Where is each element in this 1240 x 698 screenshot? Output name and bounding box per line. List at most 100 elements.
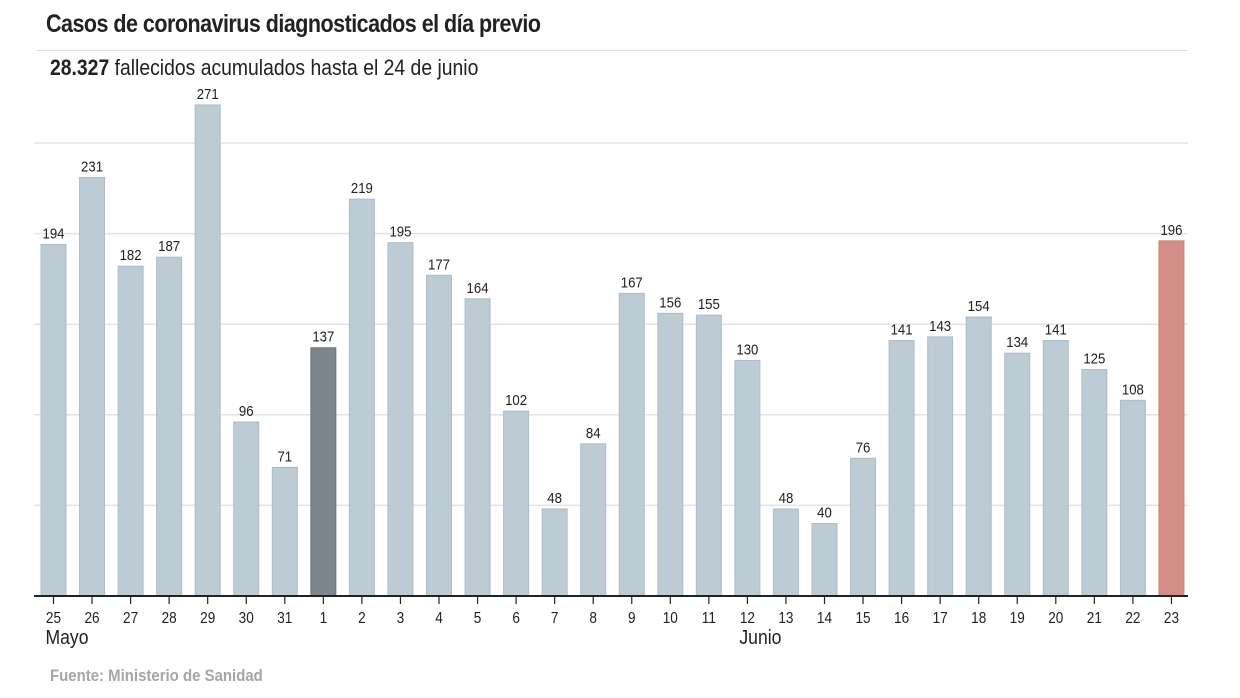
value-label-22: 108: [1122, 381, 1144, 398]
subtitle-text: fallecidos acumulados hasta el 24 de jun…: [109, 55, 479, 80]
bar-4: [426, 274, 452, 597]
value-label-31: 71: [277, 448, 292, 465]
bars: [40, 104, 1185, 597]
tick-label-20: 20: [1048, 610, 1063, 627]
value-label-26: 231: [81, 158, 103, 175]
tick-label-27: 27: [123, 610, 138, 627]
bar-30: [233, 421, 260, 597]
value-label-7: 48: [547, 489, 562, 506]
bar-23: [1158, 240, 1185, 597]
tick-label-10: 10: [663, 610, 678, 627]
bar-5: [464, 298, 491, 597]
bar-15: [850, 457, 877, 597]
bar-11: [695, 314, 722, 597]
tick-label-5: 5: [474, 610, 482, 627]
tick-label-2: 2: [358, 610, 366, 627]
bar-8: [580, 443, 607, 597]
tick-label-6: 6: [512, 610, 520, 627]
value-label-27: 182: [120, 246, 142, 263]
tick-label-29: 29: [200, 610, 215, 627]
tick-label-3: 3: [397, 610, 405, 627]
value-label-17: 143: [929, 317, 951, 334]
value-label-6: 102: [505, 391, 527, 408]
value-label-18: 154: [968, 297, 990, 314]
value-label-2: 219: [351, 179, 373, 196]
tick-label-13: 13: [778, 610, 793, 627]
value-label-12: 130: [736, 341, 758, 358]
tick-label-1: 1: [320, 610, 328, 627]
tick-label-22: 22: [1125, 610, 1140, 627]
value-label-5: 164: [467, 279, 489, 296]
month-labels: Mayo Junio: [46, 626, 782, 648]
value-label-4: 177: [428, 255, 450, 272]
tick-label-23: 23: [1164, 610, 1179, 627]
tick-label-30: 30: [239, 610, 254, 627]
value-label-9: 167: [621, 274, 643, 291]
bar-13: [772, 508, 799, 597]
title-divider: [36, 50, 1188, 51]
bar-6: [503, 410, 530, 597]
bar-26: [79, 176, 106, 597]
tick-label-11: 11: [702, 610, 716, 627]
bar-2: [348, 198, 375, 597]
tick-label-8: 8: [589, 610, 597, 627]
value-label-16: 141: [891, 321, 913, 338]
bar-20: [1042, 340, 1069, 597]
bar-29: [194, 104, 221, 597]
value-label-21: 125: [1083, 350, 1105, 367]
bar-16: [888, 340, 915, 597]
month-label-mayo: Mayo: [46, 626, 89, 648]
tick-label-14: 14: [817, 610, 832, 627]
tick-label-15: 15: [855, 610, 870, 627]
value-label-19: 134: [1006, 333, 1028, 350]
value-label-1: 137: [312, 328, 334, 345]
tick-label-18: 18: [971, 610, 986, 627]
value-label-10: 156: [659, 294, 681, 311]
value-label-30: 96: [239, 402, 254, 419]
bar-14: [811, 523, 838, 597]
tick-label-19: 19: [1010, 610, 1025, 627]
tick-label-31: 31: [277, 610, 292, 627]
value-labels: 194 231 182 187 271 96 71 137 219 195 177 164 102 48 8…: [43, 85, 1183, 521]
bar-12: [734, 359, 761, 597]
bar-25: [40, 243, 67, 597]
bar-10: [657, 312, 684, 597]
value-label-28: 187: [158, 237, 180, 254]
bar-28: [156, 256, 183, 597]
tick-label-16: 16: [894, 610, 909, 627]
value-label-14: 40: [817, 504, 832, 521]
tick-label-28: 28: [162, 610, 177, 627]
tick-label-17: 17: [933, 610, 948, 627]
value-label-3: 195: [389, 223, 411, 240]
bar-31: [271, 466, 298, 597]
value-label-13: 48: [779, 489, 794, 506]
chart-subtitle: 28.327 fallecidos acumulados hasta el 24…: [50, 55, 478, 81]
value-label-11: 155: [698, 295, 720, 312]
chart-title: Casos de coronavirus diagnosticados el d…: [46, 10, 541, 38]
bar-21: [1081, 369, 1108, 597]
subtitle-value: 28.327: [50, 55, 110, 80]
bar-17: [927, 336, 954, 597]
bar-22: [1119, 399, 1146, 597]
gridlines: [34, 142, 1188, 507]
value-label-20: 141: [1045, 321, 1067, 338]
source-note: Fuente: Ministerio de Sanidad: [50, 666, 263, 685]
tick-label-12: 12: [740, 610, 755, 627]
bar-7: [541, 508, 568, 597]
tick-label-7: 7: [551, 610, 559, 627]
value-label-29: 271: [197, 85, 219, 102]
month-label-junio: Junio: [739, 626, 781, 648]
bar-18: [965, 316, 992, 597]
tick-label-21: 21: [1087, 610, 1102, 627]
value-label-25: 194: [43, 225, 65, 242]
tick-label-25: 25: [46, 610, 61, 627]
bar-9: [618, 292, 645, 597]
value-label-8: 84: [586, 424, 601, 441]
tick-label-26: 26: [84, 610, 99, 627]
x-axis-ticks: 25 26 27 28 29 30 31 1 2 3 4 5 6 7 8 9 10 11 12 13 14 15 16 17 1…: [46, 596, 1179, 627]
value-label-23: 196: [1160, 221, 1182, 238]
tick-label-4: 4: [435, 610, 443, 627]
bar-19: [1004, 352, 1031, 597]
bar-3: [387, 242, 414, 597]
